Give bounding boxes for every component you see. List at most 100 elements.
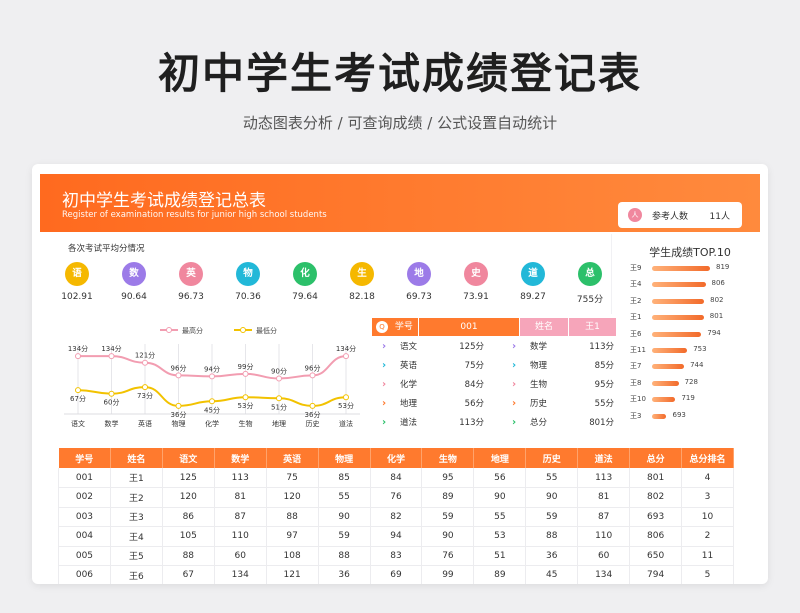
participant-count-label: 参考人数 [652, 212, 689, 222]
average-value: 102.91 [61, 292, 93, 302]
query-score: 84分 [464, 380, 484, 390]
top10-row: 王6 794 [630, 328, 758, 340]
chevron-right-icon: › [512, 398, 517, 409]
table-cell: 75 [266, 468, 319, 488]
table-row: 002 王2 120 81 120 55 76 89 90 90 81 802 3 [58, 487, 734, 508]
table-cell: 89 [473, 565, 527, 584]
subject-badge-icon: 地 [407, 262, 431, 286]
top10-score: 744 [690, 361, 704, 370]
data-label: 134分 [336, 344, 356, 353]
table-row: 005 王5 88 60 108 88 83 76 51 36 60 650 11 [58, 546, 734, 566]
average-value: 79.64 [292, 292, 318, 302]
data-point [276, 395, 282, 402]
query-score: 95分 [594, 380, 614, 390]
table-cell: 108 [266, 546, 319, 566]
x-tick-label: 英语 [138, 419, 152, 428]
average-value: 89.27 [520, 292, 546, 302]
table-cell: 5 [681, 565, 734, 584]
search-icon: Q [376, 320, 388, 333]
top10-row: 王2 802 [630, 295, 758, 307]
table-header-cell: 数学 [214, 448, 267, 468]
table-header-cell: 化学 [370, 448, 423, 468]
table-cell: 003 [58, 507, 111, 527]
chevron-right-icon: › [512, 379, 517, 390]
average-value: 70.36 [235, 292, 261, 302]
top10-row: 王10 719 [630, 393, 758, 405]
top10-student-name: 王11 [630, 346, 646, 354]
score-table-wrap: 学号 姓名 语文 数学 英语 物理 化学 生物 地理 历史 道法 总分 总分排名 001 王1 125 113… [58, 448, 734, 584]
table-cell: 005 [58, 546, 111, 566]
average-value: 73.91 [463, 292, 489, 302]
legend-label: 最高分 [182, 326, 203, 335]
table-cell: 89 [421, 487, 475, 508]
top10-student-name: 王9 [630, 264, 642, 272]
table-cell: 82 [370, 507, 423, 527]
table-cell: 60 [214, 546, 267, 566]
x-tick-label: 数学 [105, 419, 119, 428]
chevron-right-icon: › [512, 417, 517, 428]
top10-score-bar [652, 397, 676, 403]
data-point [108, 390, 115, 397]
table-cell: 81 [214, 487, 267, 508]
table-cell: 60 [577, 546, 631, 566]
average-item: 地 69.73 [396, 262, 442, 302]
top10-student-name: 王10 [630, 395, 646, 404]
data-label: 53分 [238, 401, 254, 410]
table-cell: 55 [525, 468, 579, 488]
data-point [242, 394, 249, 401]
top10-score: 719 [681, 394, 695, 403]
table-cell: 97 [266, 526, 319, 547]
table-cell: 59 [318, 526, 371, 547]
table-cell: 105 [162, 526, 215, 547]
top10-student-name: 王3 [630, 411, 642, 420]
chevron-right-icon: › [382, 360, 387, 371]
query-id-label: 学号 [394, 322, 413, 332]
table-cell: 134 [214, 565, 267, 584]
data-point [343, 353, 349, 360]
score-table: 学号 姓名 语文 数学 英语 物理 化学 生物 地理 历史 道法 总分 总分排名 001 王1 125 113… [58, 448, 734, 584]
query-subject: 英语 [400, 361, 418, 371]
table-cell: 76 [370, 487, 423, 508]
table-cell: 94 [370, 526, 423, 547]
table-cell: 90 [318, 507, 371, 527]
table-cell: 王3 [110, 507, 163, 527]
average-value: 82.18 [349, 292, 375, 302]
top10-row: 王3 693 [630, 410, 758, 422]
query-subject: 总分 [530, 418, 548, 428]
query-id-input[interactable]: 001 [419, 318, 519, 336]
table-cell: 113 [577, 468, 631, 488]
score-line-chart: 最高分 最低分 134分 134分 121分 96分 94分 99分 90分 96分 134分 67分… [50, 318, 366, 434]
average-item: 英 96.73 [168, 262, 214, 302]
data-label: 36分 [305, 410, 321, 419]
table-cell: 55 [318, 487, 371, 508]
top10-score: 693 [672, 410, 686, 419]
dashboard-card: 初中学生考试成绩登记总表 Register of examination res… [32, 164, 768, 584]
page-subtitle: 动态图表分析 / 可查询成绩 / 公式设置自动统计 [242, 114, 558, 132]
table-cell: 90 [525, 487, 579, 508]
table-cell: 004 [58, 526, 111, 547]
top10-score-bar [652, 413, 667, 419]
table-cell: 86 [162, 507, 215, 527]
table-row: 006 王6 67 134 121 36 69 99 89 45 134 794 5 [58, 565, 734, 584]
query-score: 113分 [589, 342, 614, 352]
top10-score-bar [652, 331, 702, 337]
query-subject: 语文 [400, 342, 418, 352]
table-cell: 59 [525, 507, 579, 527]
table-cell: 001 [58, 468, 111, 488]
query-id-label-cell: Q 学号 [372, 318, 418, 336]
legend-label: 最低分 [256, 326, 277, 335]
table-header-cell: 姓名 [110, 448, 163, 468]
subject-badge-icon: 英 [179, 262, 203, 286]
subject-badge-icon: 生 [350, 262, 374, 286]
top10-row: 王4 806 [630, 278, 758, 290]
top10-score-bar [652, 266, 710, 271]
table-cell: 88 [318, 546, 371, 566]
data-label: 36分 [171, 410, 187, 419]
table-header-cell: 历史 [525, 448, 579, 468]
table-cell: 802 [629, 487, 683, 508]
table-cell: 59 [421, 507, 475, 527]
chevron-right-icon: › [382, 379, 387, 390]
table-cell: 120 [266, 487, 319, 508]
table-cell: 90 [473, 487, 527, 508]
subject-badge-icon: 语 [65, 262, 89, 286]
